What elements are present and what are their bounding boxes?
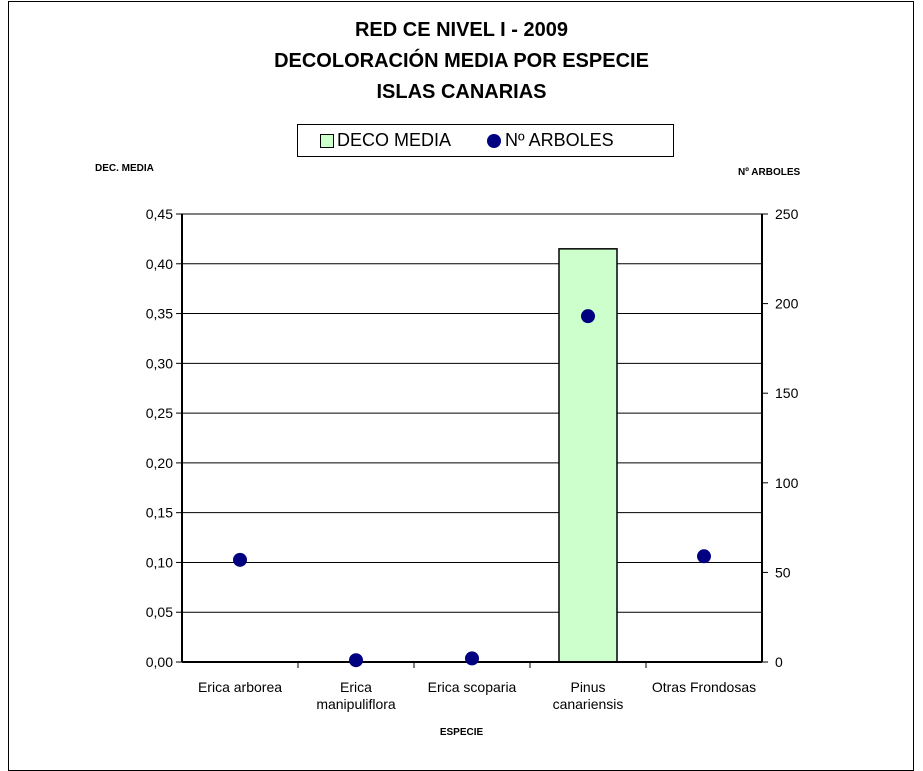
point-n-arboles	[697, 549, 711, 564]
legend-label-deco-media: DECO MEDIA	[337, 130, 452, 150]
x-tick-label: Otras Frondosas	[652, 679, 756, 695]
y-right-tick-label: 150	[775, 385, 799, 401]
point-n-arboles	[581, 309, 595, 324]
chart-legend: DECO MEDIA Nº ARBOLES	[297, 124, 674, 157]
y-left-tick-label: 0,25	[146, 405, 173, 421]
x-tick-label: Erica	[340, 679, 372, 695]
y-right-tick-label: 200	[775, 296, 799, 312]
x-tick-label: Pinus	[570, 679, 605, 695]
point-n-arboles	[465, 651, 479, 666]
y-axis-left-title: DEC. MEDIA	[95, 163, 154, 174]
y-right-tick-label: 250	[775, 206, 799, 222]
y-left-tick-label: 0,10	[146, 554, 173, 570]
legend-item-deco-media: DECO MEDIA	[298, 130, 451, 151]
chart-title-line-1: RED CE NIVEL I - 2009	[354, 19, 569, 41]
y-left-tick-label: 0,40	[146, 256, 173, 272]
y-left-tick-label: 0,35	[146, 306, 173, 322]
point-n-arboles	[233, 552, 247, 567]
y-left-tick-label: 0,00	[146, 654, 173, 670]
legend-item-n-arboles: Nº ARBOLES	[451, 130, 614, 151]
x-tick-label: manipuliflora	[316, 696, 396, 712]
y-left-tick-label: 0,45	[146, 206, 173, 222]
x-tick-label: canariensis	[553, 696, 624, 712]
point-n-arboles	[349, 653, 363, 668]
x-axis-title: ESPECIE	[439, 727, 484, 738]
chart-title-line-2: DECOLORACIÓN MEDIA POR ESPECIE	[274, 50, 649, 72]
legend-swatch-dot	[487, 133, 502, 148]
y-left-tick-label: 0,20	[146, 455, 173, 471]
y-left-tick-label: 0,15	[146, 505, 173, 521]
y-right-tick-label: 0	[775, 654, 783, 670]
y-right-tick-label: 50	[775, 564, 791, 580]
y-axis-right-title: Nº ARBOLES	[738, 167, 801, 178]
legend-label-n-arboles: Nº ARBOLES	[505, 130, 614, 150]
chart-title-line-3: ISLAS CANARIAS	[376, 81, 547, 103]
x-tick-label: Erica arborea	[198, 679, 282, 695]
x-tick-label: Erica scoparia	[428, 679, 517, 695]
y-left-tick-label: 0,30	[146, 355, 173, 371]
legend-swatch-bar	[320, 133, 334, 148]
y-right-tick-label: 100	[775, 475, 799, 491]
y-left-tick-label: 0,05	[146, 604, 173, 620]
